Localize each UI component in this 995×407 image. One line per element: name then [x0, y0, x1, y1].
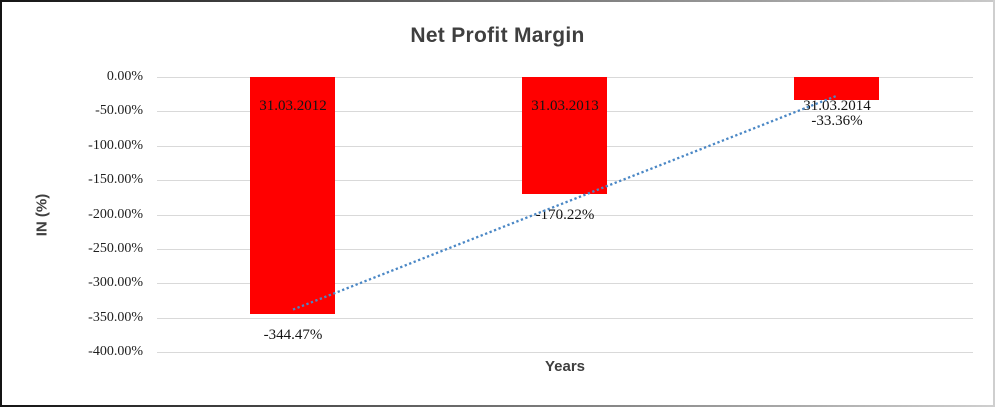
chart-border-right — [993, 0, 995, 407]
bar-31.03.2013 — [522, 77, 607, 194]
y-axis-tick-label: -400.00% — [88, 344, 143, 359]
y-axis-tick-label: -350.00% — [88, 310, 143, 325]
value-label: -344.47% — [263, 327, 323, 343]
trendline — [292, 94, 838, 311]
chart-title: Net Profit Margin — [410, 24, 585, 47]
y-axis-tick-label: -50.00% — [95, 103, 143, 118]
gridline — [157, 249, 973, 250]
value-label: -33.36% — [811, 113, 863, 129]
chart-border-bottom — [0, 405, 995, 407]
gridline — [157, 352, 973, 353]
value-label: -170.22% — [535, 207, 595, 223]
chart-border-left — [0, 0, 2, 407]
y-axis-tick-label: -100.00% — [88, 138, 143, 153]
y-axis-tick-label: -150.00% — [88, 172, 143, 187]
chart-border-top — [0, 0, 995, 2]
y-axis-tick-label: -300.00% — [88, 275, 143, 290]
bar-31.03.2012 — [250, 77, 335, 314]
gridline — [157, 215, 973, 216]
plot-area: 31.03.2012 -344.47% 31.03.2013 -170.22% 31.0… — [157, 77, 973, 353]
gridline — [157, 318, 973, 319]
y-axis-tick-label: -200.00% — [88, 207, 143, 222]
y-axis-tick-label: 0.00% — [106, 69, 143, 84]
gridline — [157, 283, 973, 284]
category-label: 31.03.2012 — [259, 98, 327, 114]
x-axis-title: Years — [544, 358, 586, 375]
bar-31.03.2014 — [794, 77, 879, 100]
y-axis-tick-label: -250.00% — [88, 241, 143, 256]
category-label: 31.03.2013 — [531, 98, 599, 114]
